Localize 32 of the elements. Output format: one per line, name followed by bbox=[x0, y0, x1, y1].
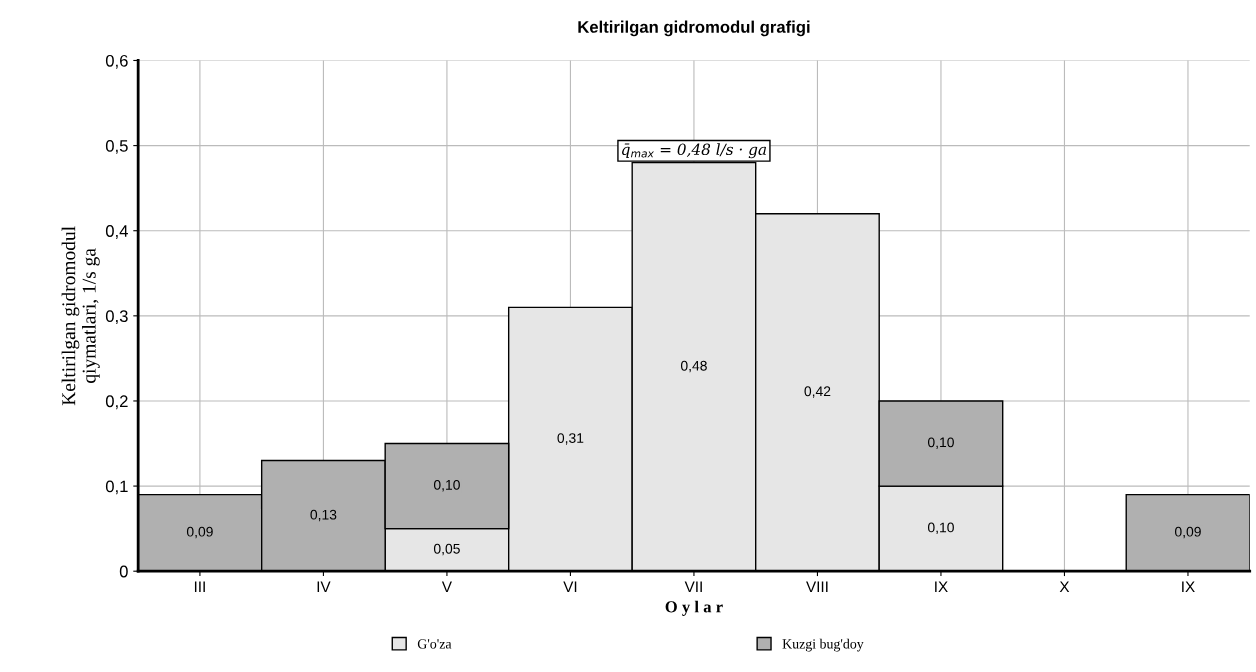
legend-label: Kuzgi bug'doy bbox=[782, 638, 864, 652]
annotation: q̄$_{max}$ = 0,48 l/s · ga bbox=[622, 143, 767, 159]
y-tick-label: 0,6 bbox=[105, 54, 128, 69]
x-tick-label: IV bbox=[317, 581, 331, 592]
data-label: 0,48 bbox=[680, 360, 707, 373]
y-tick-label: 0 bbox=[119, 565, 128, 578]
y-tick-label: 0,2 bbox=[105, 395, 128, 410]
data-label: 0,42 bbox=[804, 386, 831, 398]
data-label: 0,10 bbox=[433, 479, 460, 492]
x-tick-label: V bbox=[441, 581, 452, 592]
y-tick-label: 0,1 bbox=[105, 480, 128, 495]
y-tick-label: 0,5 bbox=[105, 140, 128, 154]
x-tick-label: III bbox=[194, 581, 205, 592]
x-tick-label: IX bbox=[935, 581, 948, 592]
data-label: 0,09 bbox=[1174, 526, 1201, 539]
chart-title: Keltirilgan gidromodul grafigi bbox=[578, 20, 810, 37]
data-label: 0,09 bbox=[186, 526, 213, 539]
data-label: 0,31 bbox=[557, 433, 584, 445]
x-tick-label: IX bbox=[1182, 581, 1195, 592]
x-axis-title: O y l a r bbox=[665, 600, 723, 616]
x-tick-label: X bbox=[1059, 581, 1070, 592]
x-tick-label: VIII bbox=[806, 581, 828, 592]
data-label: 0,13 bbox=[310, 509, 337, 522]
legend-label: G'o'za bbox=[417, 639, 452, 649]
data-label: 0,10 bbox=[927, 522, 954, 535]
y-axis-title: Keltirilgan gidromodul qiymatlari, 1/s ga bbox=[61, 226, 100, 406]
x-tick-label: VII bbox=[684, 581, 702, 592]
y-tick-label: 0,4 bbox=[105, 225, 128, 239]
data-label: 0,10 bbox=[927, 437, 954, 449]
data-label: 0,05 bbox=[433, 543, 460, 556]
x-tick-label: VI bbox=[563, 581, 577, 592]
y-tick-label: 0,3 bbox=[105, 310, 128, 325]
